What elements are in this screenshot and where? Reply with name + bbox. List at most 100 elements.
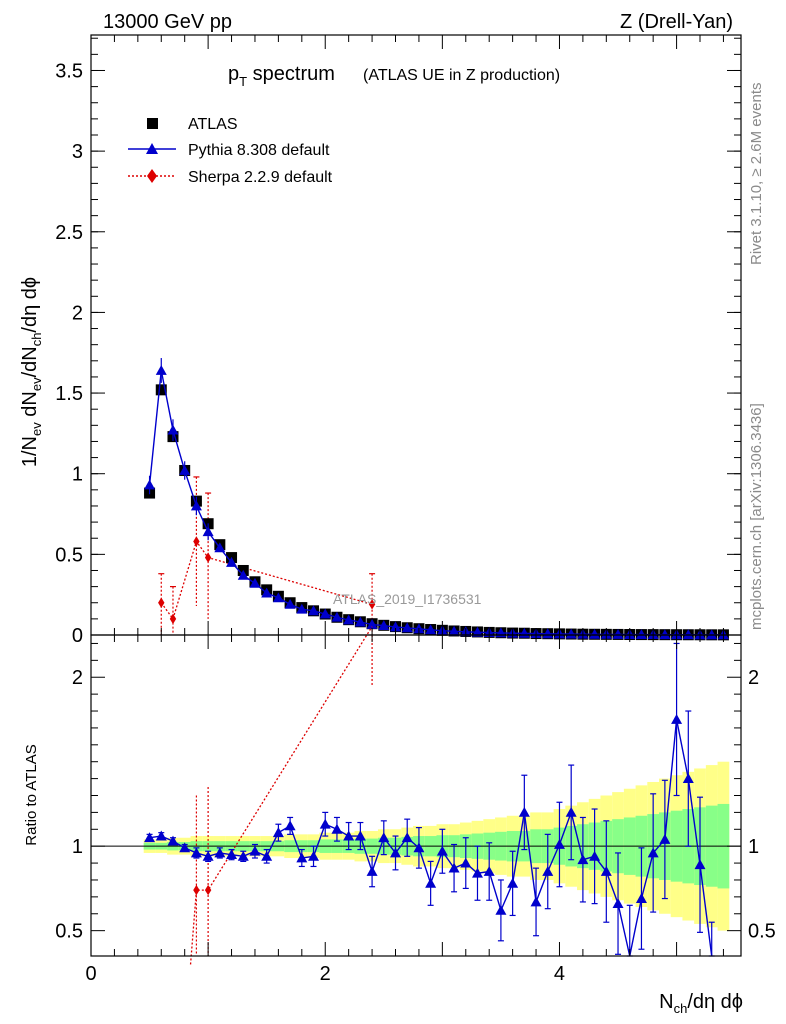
pythia-main-point [331, 611, 343, 622]
ratio-ytick-label-right: 1 [748, 836, 759, 858]
pythia-ratio-point [425, 877, 437, 888]
pythia-main-point [237, 569, 249, 580]
pythia-main-point [308, 605, 320, 616]
ratio-ylabel: Ratio to ATLAS [23, 744, 40, 845]
pythia-ratio-point [296, 852, 308, 863]
pythia-main-point [401, 622, 413, 633]
plot-title-suffix: (ATLAS UE in Z production) [363, 67, 560, 84]
pythia-ratio-point [237, 850, 249, 861]
header-process: Z (Drell-Yan) [620, 11, 733, 33]
pythia-ratio-point [390, 847, 402, 858]
legend-atlas-marker [147, 118, 158, 129]
pythia-main-point [167, 424, 179, 435]
pythia-main-point [190, 500, 202, 511]
sherpa-main-line [160, 540, 373, 621]
legend-sherpa-label: Sherpa 2.2.9 default [188, 169, 333, 186]
pythia-main-point [659, 629, 671, 640]
pythia-ratio-point [671, 713, 683, 724]
sherpa-main-point [204, 552, 212, 563]
pythia-ratio-point [542, 866, 554, 876]
legend: ATLAS Pythia 8.308 default Sherpa 2.2.9 … [128, 116, 333, 186]
pythia-main-point [249, 577, 261, 588]
pythia-main-point [354, 616, 366, 627]
pythia-ratio-point [483, 866, 495, 876]
sherpa-ratio-line [189, 626, 373, 965]
ratio-xtick-label: 4 [554, 963, 565, 985]
main-ytick-label: 1 [72, 464, 83, 486]
pythia-main-point [542, 628, 554, 639]
pythia-ratio-point [343, 830, 355, 841]
sherpa-main-point [193, 536, 200, 547]
pythia-ratio-point [530, 896, 542, 907]
analysis-watermark: ATLAS_2019_I1736531 [333, 591, 482, 607]
pythia-main-point [589, 628, 601, 639]
pythia-main-point [155, 364, 167, 375]
ratio-ytick-label: 1 [72, 836, 83, 858]
pythia-ratio-point [308, 850, 320, 861]
legend-sherpa-marker [147, 169, 157, 183]
ratio-ytick-label: 0.5 [55, 921, 83, 943]
pythia-ratio-point [495, 904, 507, 915]
pythia-ratio-point [577, 854, 589, 865]
pythia-main-point [261, 587, 273, 598]
pythia-main-point [390, 621, 402, 632]
header-energy: 13000 GeV pp [103, 11, 232, 33]
pythia-main-point [284, 598, 296, 609]
pythia-main-point [425, 624, 437, 635]
pythia-ratio-point [471, 867, 483, 878]
pythia-ratio-point [682, 773, 694, 784]
pythia-ratio-point [553, 838, 565, 849]
main-ytick-label: 2 [72, 302, 83, 324]
ratio-ytick-label-right: 2 [748, 667, 759, 689]
pythia-ratio-point [378, 832, 390, 843]
sherpa-main-point [158, 597, 165, 608]
sherpa-ratio-point [193, 884, 200, 896]
pythia-main-point [319, 608, 331, 619]
pythia-main-point [448, 625, 460, 636]
atlas-main-point [155, 384, 167, 396]
main-ytick-label: 3.5 [55, 60, 83, 82]
pythia-main-point [378, 620, 390, 631]
pythia-ratio-point [366, 866, 378, 876]
pythia-main-point [343, 614, 355, 625]
ratio-ytick-label-right: 0.5 [748, 921, 776, 943]
pythia-ratio-point [319, 818, 331, 829]
pythia-ratio-point [284, 820, 296, 831]
legend-atlas-label: ATLAS [188, 116, 238, 133]
sherpa-main-point [169, 613, 177, 625]
plot-title: pT spectrum [228, 63, 335, 89]
pythia-main-point [272, 592, 284, 603]
pythia-ratio-point [659, 833, 671, 844]
pythia-ratio-point [460, 857, 472, 868]
pythia-main-point [366, 619, 378, 629]
main-ytick-label: 1.5 [55, 383, 83, 405]
pythia-main-point [202, 526, 214, 537]
pythia-ratio-point [647, 847, 659, 858]
pythia-ratio-point [436, 845, 448, 856]
pythia-ratio-point [635, 893, 647, 903]
pythia-ratio-point [202, 850, 214, 861]
pythia-ratio-point [261, 850, 273, 861]
pythia-ratio-point [226, 849, 238, 860]
pythia-ratio-point [694, 859, 706, 870]
main-ytick-label: 0.5 [55, 544, 83, 566]
pythia-ratio-point [589, 850, 601, 861]
pythia-main-point [706, 629, 718, 640]
axis-ticks: 00.511.522.533.50 2 40.5 0.51 12 2 [55, 35, 776, 985]
sherpa-main-point [368, 599, 376, 610]
rivet-version-label: Rivet 3.1.10, ≥ 2.6M events [748, 83, 765, 266]
pythia-ratio-point [272, 827, 284, 838]
pythia-ratio-point [354, 830, 366, 841]
main-ytick-label: 0 [72, 625, 83, 647]
pythia-ratio-point [167, 835, 179, 846]
mcplots-label: mcplots.cern.ch [arXiv:1306.3436] [748, 403, 765, 630]
ratio-xlabel: Nch/dη dϕ [659, 991, 743, 1016]
legend-pythia-marker [146, 143, 158, 154]
pythia-ratio-point [401, 832, 413, 843]
legend-pythia-label: Pythia 8.308 default [188, 142, 330, 159]
pythia-main-point [565, 628, 577, 639]
pythia-ratio-point [612, 898, 624, 909]
pythia-ratio-point [600, 866, 612, 876]
ratio-xtick-label: 0 [85, 963, 96, 985]
